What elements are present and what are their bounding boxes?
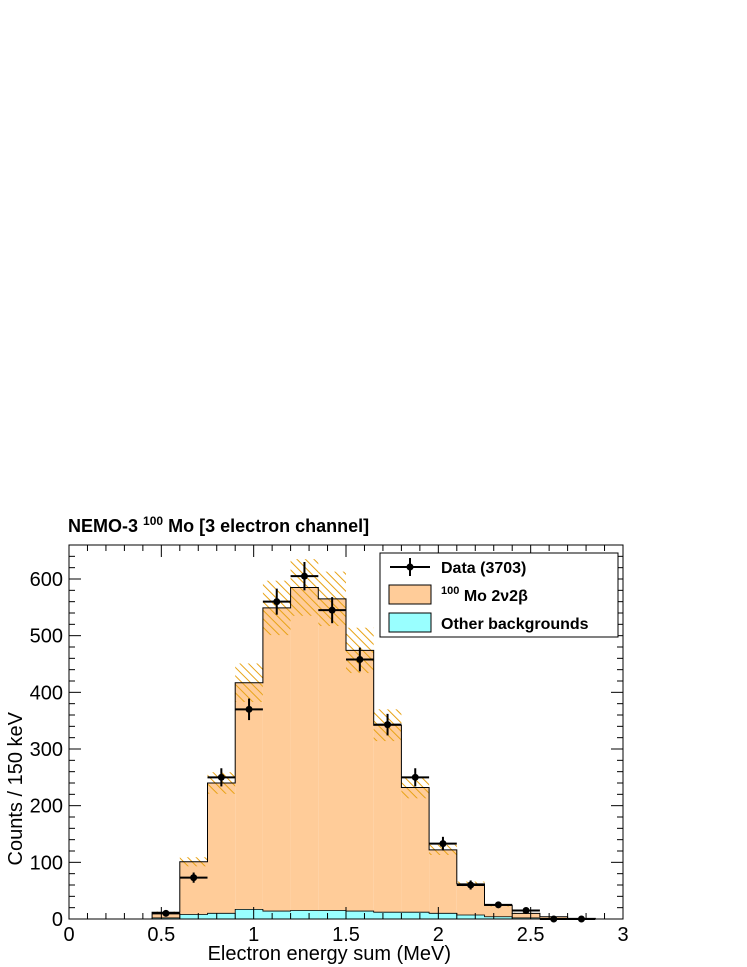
x-tick-label: 0 [63, 924, 74, 946]
axes: 0 0.5 1 1.5 2 2.5 3 0 100 200 300 400 500 600 [30, 544, 629, 946]
mo100-bar [512, 913, 540, 919]
other-backgrounds-bar [512, 917, 540, 919]
legend-data-marker-dot [406, 563, 414, 571]
data-point [190, 874, 198, 882]
y-tick-label: 400 [30, 682, 63, 704]
x-axis-title: Electron energy sum (MeV) [208, 943, 451, 965]
data-point [411, 773, 419, 781]
mo100-bar [373, 725, 402, 919]
legend-entry-mo100: 100 Mo 2ν2β [388, 581, 528, 605]
other-backgrounds-bar [152, 917, 180, 919]
other-backgrounds-bar [401, 912, 430, 919]
mo100-bar [262, 607, 291, 919]
other-backgrounds-bar [484, 916, 513, 919]
other-backgrounds-bar [235, 909, 263, 919]
data-point [467, 881, 475, 889]
data-point [300, 572, 308, 580]
data-point [217, 773, 225, 781]
y-tick-label: 300 [30, 739, 63, 761]
histogram-layer [151, 559, 596, 920]
mo100-bar [484, 905, 513, 919]
legend-entry-data: Data (3703) [390, 558, 526, 577]
x-tick-label: 1.5 [332, 924, 360, 946]
legend-label-data: Data (3703) [441, 560, 526, 577]
data-point [273, 598, 281, 606]
x-tick-label: 3 [617, 924, 628, 946]
y-tick-label: 100 [30, 852, 63, 874]
legend: Data (3703) 100 Mo 2ν2β Other background… [379, 552, 619, 638]
mo100-bar [401, 787, 430, 919]
data-point [494, 901, 502, 909]
data-point [328, 606, 336, 614]
other-backgrounds-bar [456, 915, 485, 919]
mo100-bar [207, 783, 236, 919]
data-point [356, 655, 364, 663]
legend-label-mo100: 100 Mo 2ν2β [441, 581, 528, 605]
other-backgrounds-bar [262, 911, 291, 919]
mo100-bar [346, 650, 374, 919]
data-point [162, 909, 170, 917]
y-tick-label: 500 [30, 626, 63, 648]
legend-swatch-other-backgrounds [388, 612, 432, 633]
mo100-bar [179, 861, 208, 919]
legend-label-other-backgrounds: Other backgrounds [441, 616, 589, 633]
x-tick-label: 2 [433, 924, 444, 946]
mo100-bar [318, 598, 346, 919]
y-tick-label: 0 [52, 909, 63, 931]
data-point [384, 721, 392, 729]
other-backgrounds-bar [346, 911, 374, 919]
data-point [439, 840, 447, 848]
data-point [245, 705, 253, 713]
mo100-bar [429, 849, 457, 919]
other-backgrounds-bar [179, 914, 208, 919]
y-tick-label: 600 [30, 569, 63, 591]
legend-entry-other-backgrounds: Other backgrounds [388, 612, 589, 633]
other-backgrounds-bar [318, 910, 346, 919]
legend-swatch-mo100 [388, 584, 432, 605]
other-backgrounds-bar [290, 910, 319, 919]
x-tick-label: 0.5 [147, 924, 175, 946]
other-backgrounds-bar [207, 913, 236, 919]
y-axis-title: Counts / 150 keV [5, 711, 27, 865]
y-tick-label: 200 [30, 796, 63, 818]
other-backgrounds-bar [429, 913, 457, 919]
x-tick-label: 2.5 [517, 924, 545, 946]
mo100-bar [290, 587, 319, 919]
data-point [522, 907, 530, 914]
mo100-bar [235, 682, 263, 919]
mo100-bar [456, 883, 485, 919]
chart-title: NEMO-3 100 Mo [3 electron channel] [68, 509, 369, 536]
x-tick-label: 1 [248, 924, 259, 946]
other-backgrounds-bar [373, 912, 402, 919]
